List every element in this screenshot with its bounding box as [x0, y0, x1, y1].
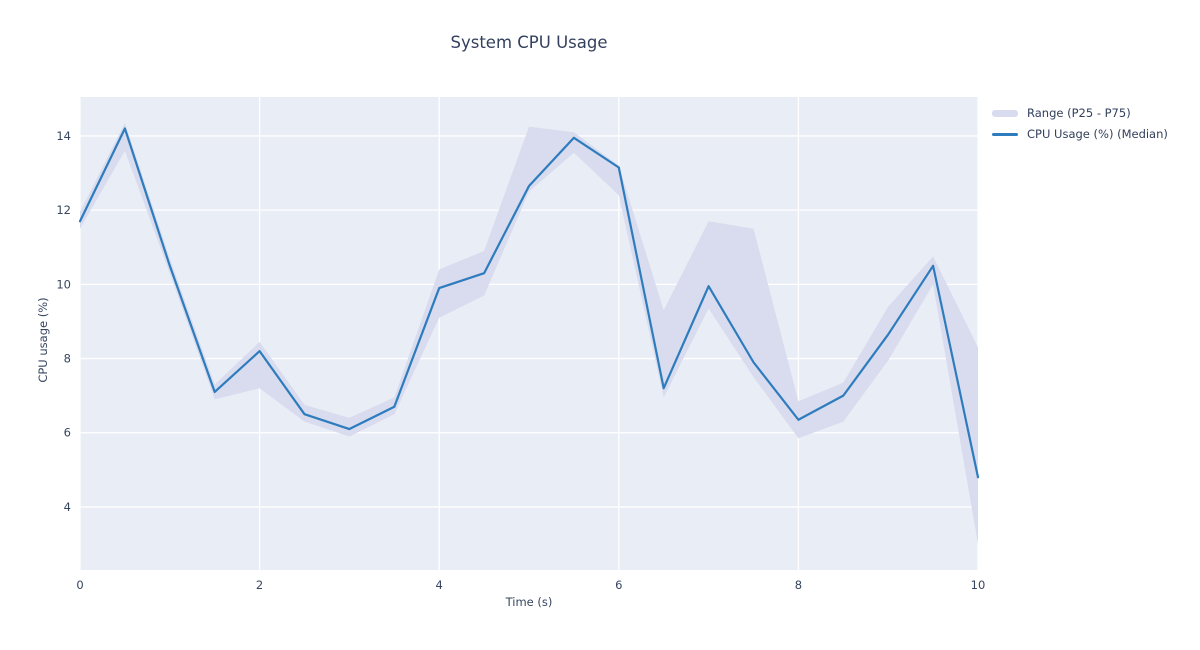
- y-tick-label: 8: [64, 352, 71, 366]
- y-tick-label: 12: [56, 203, 71, 217]
- legend-label-range: Range (P25 - P75): [1027, 106, 1131, 120]
- range-band-swatch-icon: [992, 109, 1018, 117]
- y-tick-label: 10: [56, 277, 71, 291]
- x-tick-label: 8: [795, 578, 802, 592]
- x-tick-label: 4: [436, 578, 443, 592]
- y-tick-label: 4: [64, 500, 71, 514]
- x-tick-label: 2: [256, 578, 263, 592]
- x-tick-label: 10: [971, 578, 986, 592]
- legend: Range (P25 - P75) CPU Usage (%) (Median): [992, 106, 1168, 141]
- legend-label-median: CPU Usage (%) (Median): [1027, 127, 1168, 141]
- median-line: [78, 127, 980, 479]
- x-tick-label: 0: [76, 578, 83, 592]
- x-tick-label: 6: [615, 578, 622, 592]
- y-tick-label: 14: [56, 129, 71, 143]
- legend-item-range: Range (P25 - P75): [992, 106, 1168, 120]
- median-line-swatch-icon: [992, 132, 1018, 136]
- y-tick-label: 6: [64, 426, 71, 440]
- chart-title: System CPU Usage: [450, 33, 608, 52]
- y-axis-label: CPU usage (%): [36, 297, 50, 383]
- legend-item-median: CPU Usage (%) (Median): [992, 127, 1168, 141]
- x-axis-label: Time (s): [505, 595, 553, 609]
